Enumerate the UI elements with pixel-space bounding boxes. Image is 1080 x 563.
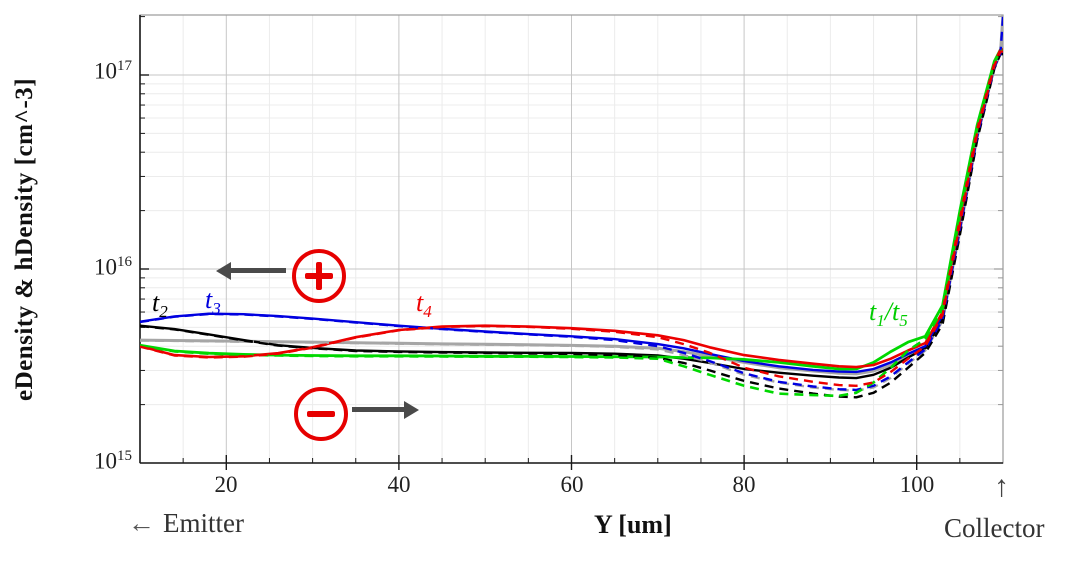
left-arrow-head (216, 262, 231, 280)
t3-curve-label: t3 (205, 285, 221, 319)
x-tick-20: 20 (214, 472, 238, 497)
y-tick-1e17: 1017 (94, 58, 132, 84)
emitter-label: ← Emitter (128, 508, 244, 538)
collector-up-arrow-icon: ↑ (994, 470, 1009, 503)
y-tick-1e16: 1016 (94, 254, 132, 280)
plus-circle-icon (292, 249, 346, 303)
minus-horizontal-stroke (307, 411, 335, 417)
plus-vertical-stroke (316, 262, 322, 290)
emitter-left-arrow-icon: ← (128, 508, 155, 538)
t4-curve-label: t4 (416, 288, 432, 322)
y-tick-1e15: 1015 (94, 448, 132, 474)
y-axis-title: eDensity & hDensity [cm^-3] (11, 77, 38, 401)
x-tick-100: 100 (899, 472, 935, 497)
x-tick-60: 60 (560, 472, 584, 497)
right-arrow-head (404, 401, 419, 419)
left-arrow-icon (230, 268, 286, 273)
x-axis-title: Y [um] (594, 510, 672, 539)
x-tick-40: 40 (387, 472, 411, 497)
minus-circle-icon (294, 387, 348, 441)
collector-label: Collector (944, 513, 1045, 543)
x-tick-80: 80 (732, 472, 756, 497)
right-arrow-icon (352, 407, 406, 412)
t1t5-curve-label: t1/t5 (869, 297, 908, 331)
t2-curve-label: t2 (152, 288, 168, 322)
